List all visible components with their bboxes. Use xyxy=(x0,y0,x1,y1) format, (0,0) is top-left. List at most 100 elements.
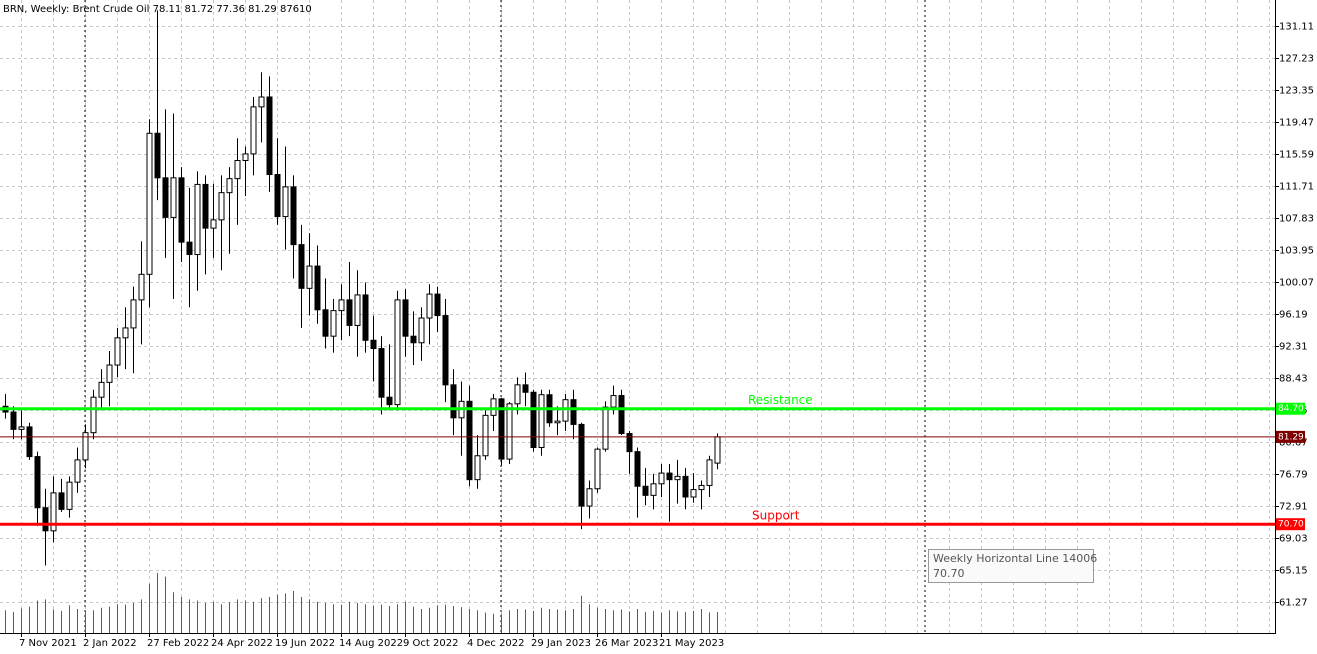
x-tick-label: 14 Aug 2022 xyxy=(339,638,403,649)
candle-body xyxy=(450,384,457,419)
candle-body xyxy=(386,396,393,406)
candle-body xyxy=(170,177,177,218)
price-label-box xyxy=(1276,402,1305,415)
price-label: 81.29 xyxy=(1278,432,1304,442)
candle-body xyxy=(90,396,97,434)
x-tick-label: 26 Mar 2023 xyxy=(595,638,658,649)
y-tick-label: 111.71 xyxy=(1279,182,1314,193)
candle-body xyxy=(618,395,625,434)
y-tick-label: 131.11 xyxy=(1279,22,1314,33)
grid xyxy=(0,0,1275,633)
candle-body xyxy=(562,399,569,422)
x-tick-label: 27 Feb 2022 xyxy=(147,638,209,649)
candle-body xyxy=(98,381,105,398)
candle-body xyxy=(290,186,297,246)
tooltip-box xyxy=(928,549,1094,583)
title-low: 77.36 xyxy=(216,4,245,15)
candle-body xyxy=(282,186,289,218)
candle-body xyxy=(418,317,425,344)
candle-body xyxy=(626,432,633,453)
candle-body xyxy=(82,432,89,461)
candle-body xyxy=(146,132,153,275)
candle-body xyxy=(650,483,657,496)
price-label-box xyxy=(1276,518,1305,531)
candle-body xyxy=(138,273,145,301)
title-close: 81.29 xyxy=(248,4,277,15)
candle-body xyxy=(154,132,161,179)
candle-body xyxy=(370,339,377,350)
candle-body xyxy=(674,475,681,481)
candle-body xyxy=(570,399,577,425)
tooltip: Weekly Horizontal Line 14006 70.70 xyxy=(928,549,1097,583)
candle-body xyxy=(610,395,617,408)
candle-body xyxy=(258,96,265,108)
candle-body xyxy=(242,153,249,161)
candle-body xyxy=(18,426,25,430)
candle-body xyxy=(442,315,449,386)
chart-title: BRN, Weekly: Brent Crude Oil 78.11 81.72… xyxy=(3,4,312,15)
x-tick-label: 2 Jan 2022 xyxy=(83,638,137,649)
horizontal-line-label: Resistance xyxy=(748,393,813,407)
candle-body xyxy=(50,492,57,532)
y-tick-label: 92.31 xyxy=(1279,342,1308,353)
candle-body xyxy=(530,391,537,449)
x-tick-label: 29 Jan 2023 xyxy=(531,638,591,649)
candle-body xyxy=(482,414,489,457)
y-tick-label: 80.67 xyxy=(1279,438,1308,449)
y-tick-label: 61.27 xyxy=(1279,598,1308,609)
y-tick-label: 123.35 xyxy=(1279,86,1314,97)
title-volume: 87610 xyxy=(280,4,312,15)
candle-body xyxy=(634,451,641,487)
y-tick-label: 119.47 xyxy=(1279,118,1314,129)
candle-body xyxy=(682,475,689,498)
candle-body xyxy=(594,448,601,490)
candle-body xyxy=(106,364,113,383)
y-tick-label: 69.03 xyxy=(1279,534,1308,545)
candle-body xyxy=(26,426,33,458)
candle-body xyxy=(658,472,665,485)
candle-body xyxy=(202,183,209,229)
candle-body xyxy=(122,327,129,339)
title-high: 81.72 xyxy=(184,4,213,15)
x-tick-label: 19 Jun 2022 xyxy=(275,638,335,649)
plot: Resistance Support xyxy=(0,10,1275,633)
candle-body xyxy=(578,423,585,507)
y-tick-label: 72.91 xyxy=(1279,502,1308,513)
candle-body xyxy=(434,293,441,317)
candle-body xyxy=(10,411,17,430)
candle-body xyxy=(34,456,41,509)
candle-body xyxy=(466,400,473,481)
candle-body xyxy=(42,507,49,532)
candle-body xyxy=(522,384,529,393)
candle-body xyxy=(186,241,193,256)
y-tick-label: 127.23 xyxy=(1279,54,1314,65)
candle-body xyxy=(498,398,505,460)
candle-body xyxy=(602,406,609,450)
y-tick-label: 96.19 xyxy=(1279,310,1308,321)
x-tick-label: 7 Nov 2021 xyxy=(19,638,77,649)
x-tick-label: 9 Oct 2022 xyxy=(403,638,458,649)
candle-body xyxy=(338,299,345,312)
price-label: 84.70 xyxy=(1278,404,1304,414)
y-tick-label: 115.59 xyxy=(1279,150,1314,161)
candle-body xyxy=(378,348,385,398)
candle-body xyxy=(66,481,73,510)
candle-body xyxy=(474,455,481,481)
y-tick-label: 88.43 xyxy=(1279,374,1308,385)
candle-body xyxy=(274,174,281,218)
candle-body xyxy=(322,309,329,337)
candle-body xyxy=(402,299,409,337)
candle-body xyxy=(426,293,433,319)
x-tick-label: 24 Apr 2022 xyxy=(211,638,273,649)
candle-body xyxy=(394,299,401,406)
title-open: 78.11 xyxy=(153,4,182,15)
candle-body xyxy=(130,299,137,329)
title-name: Brent Crude Oil xyxy=(73,4,150,15)
horizontal-line-label: Support xyxy=(752,509,800,523)
candle-body xyxy=(178,177,185,243)
candle-body xyxy=(194,183,201,256)
candle-body xyxy=(234,159,241,180)
tooltip-title: Weekly Horizontal Line 14006 xyxy=(933,552,1097,565)
